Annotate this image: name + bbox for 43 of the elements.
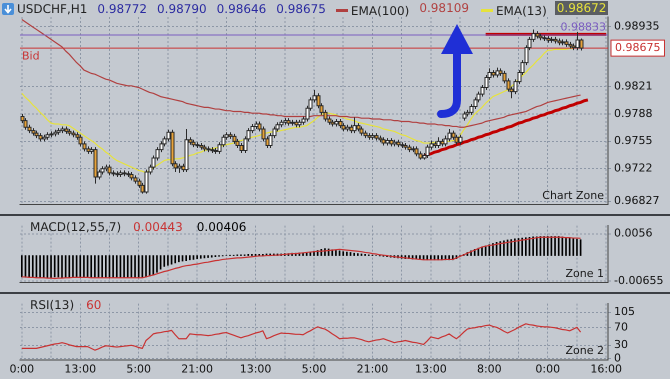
x-tick-label: 5:00	[302, 362, 326, 376]
text: 0.98672	[554, 1, 608, 15]
x-tick-label: 8:00	[476, 362, 502, 376]
annotation: Zone 2	[566, 344, 604, 358]
y-tick-label: 0.9722	[614, 162, 652, 175]
y-tick-label: 0	[614, 351, 621, 364]
x-tick-label: 13:00	[64, 362, 96, 376]
chart-title: USDCHF,H1	[17, 2, 88, 16]
text: 0.98675	[615, 40, 660, 54]
x-tick-label: 13:00	[240, 362, 272, 376]
y-tick-label: 0.9821	[614, 80, 652, 93]
text: 0.98646	[216, 2, 266, 16]
x-tick-label: 21:00	[181, 362, 213, 376]
y-tick-label: 0.9788	[614, 106, 652, 120]
chart-title: MACD(12,55,7)	[30, 220, 122, 234]
y-tick-label: 0.96827	[614, 194, 660, 208]
y-tick-label: 0.0056	[614, 226, 652, 240]
x-tick-label: 0:00	[535, 362, 560, 376]
y-tick-label: 0.9755	[614, 134, 652, 148]
chart-title: RSI(13)	[30, 298, 74, 312]
annotation: 0.00443	[132, 220, 184, 234]
text: 0.98772	[97, 2, 148, 16]
legend-label: EMA(13)	[496, 4, 547, 18]
y-tick-label: -0.00655	[614, 274, 664, 287]
legend-label: EMA(100)	[350, 4, 410, 18]
y-tick-label: 0.98935	[614, 19, 660, 32]
annotation: Chart Zone	[542, 188, 604, 202]
y-tick-label: 105	[614, 305, 635, 318]
y-tick-label: 70	[614, 320, 628, 334]
text: 0.98675	[276, 2, 326, 16]
x-tick-label: 5:00	[126, 362, 152, 376]
annotation: 0.00406	[196, 220, 248, 234]
annotation: 60	[85, 298, 102, 312]
ref-line-label: Bid	[22, 49, 40, 62]
text: 0.98790	[157, 2, 207, 16]
x-tick-label: 0:00	[9, 362, 34, 376]
annotation: Zone 1	[566, 266, 604, 280]
x-tick-label: 21:00	[356, 362, 388, 376]
ref-line-label: 0.98833	[560, 20, 606, 34]
y-tick-label: 30	[614, 338, 628, 352]
x-tick-label: 16:00	[590, 362, 622, 376]
text: 0.98109	[418, 1, 470, 15]
x-tick-label: 13:00	[415, 362, 447, 376]
